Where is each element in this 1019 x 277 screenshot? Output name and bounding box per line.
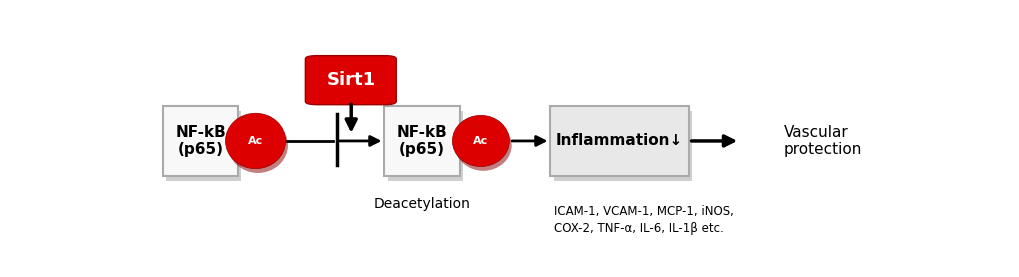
FancyBboxPatch shape: [163, 106, 238, 176]
FancyBboxPatch shape: [550, 106, 688, 176]
Text: Vascular
protection: Vascular protection: [783, 125, 861, 157]
Text: NF-kB
(p65): NF-kB (p65): [175, 125, 226, 157]
Text: Sirt1: Sirt1: [326, 71, 375, 89]
Ellipse shape: [227, 117, 287, 173]
FancyBboxPatch shape: [553, 111, 691, 181]
Ellipse shape: [225, 113, 285, 169]
Text: Inflammation↓: Inflammation↓: [555, 134, 683, 148]
FancyBboxPatch shape: [384, 106, 460, 176]
FancyBboxPatch shape: [166, 111, 242, 181]
FancyBboxPatch shape: [387, 111, 463, 181]
Ellipse shape: [452, 115, 508, 166]
Text: NF-kB
(p65): NF-kB (p65): [396, 125, 447, 157]
FancyBboxPatch shape: [305, 56, 395, 105]
Text: Ac: Ac: [473, 136, 488, 146]
Text: Deacetylation: Deacetylation: [373, 197, 470, 211]
Ellipse shape: [454, 120, 512, 171]
Text: Ac: Ac: [248, 136, 263, 146]
Text: ICAM-1, VCAM-1, MCP-1, iNOS,
COX-2, TNF-α, IL-6, IL-1β etc.: ICAM-1, VCAM-1, MCP-1, iNOS, COX-2, TNF-…: [554, 205, 734, 235]
